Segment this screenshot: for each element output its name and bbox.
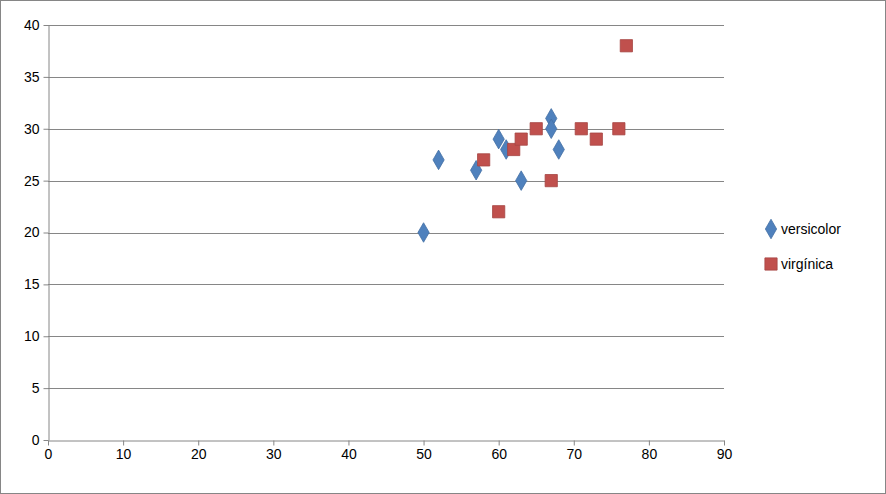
x-tick-mark [424,441,425,446]
x-tick: 50 [416,441,432,463]
y-tick-label: 10 [24,328,40,344]
y-tick-label: 40 [24,17,40,33]
point [613,123,625,135]
y-tick: 5 [32,380,49,396]
chart: 0 10 20 30 40 50 60 70 80 90 0 5 10 15 20 25 30 35 40 versi… [0,0,886,494]
y-tick-mark [44,181,49,182]
y-tick-label: 30 [24,121,40,137]
x-tick-mark [273,441,274,446]
chart-frame [1,1,886,494]
y-tick: 25 [24,173,49,189]
y-tick: 35 [24,69,49,85]
point [515,133,527,145]
x-axis-line [49,441,725,442]
x-tick: 10 [116,441,132,463]
y-tick-mark [44,336,49,337]
x-tick-label: 20 [191,446,207,462]
x-tick-mark [499,441,500,446]
x-tick: 30 [266,441,282,463]
legend-label: versicolor [781,221,841,237]
x-tick-label: 40 [341,446,357,462]
y-tick-mark [44,77,49,78]
y-tick-mark [44,388,49,389]
x-tick-mark [724,441,725,446]
x-tick-mark [649,441,650,446]
grid [48,26,724,389]
x-tick: 40 [341,441,357,463]
x-tick: 60 [491,441,507,463]
y-tick: 0 [32,432,49,448]
x-tick-label: 70 [566,446,582,462]
grid-line [48,25,724,26]
grid-line [48,77,724,78]
grid-line [48,336,724,337]
legend-marker [765,219,776,239]
x-tick-mark [348,441,349,446]
y-tick-label: 15 [24,276,40,292]
x-tick: 20 [191,441,207,463]
y-axis: 0 5 10 15 20 25 30 35 40 [24,17,49,448]
y-tick-label: 5 [32,380,40,396]
point [433,150,444,170]
x-tick-label: 50 [416,446,432,462]
x-axis: 0 10 20 30 40 50 60 70 80 90 [45,441,733,463]
point [493,206,505,218]
point [575,123,587,135]
x-tick-label: 90 [717,446,733,462]
point [530,123,542,135]
x-tick-label: 0 [45,446,53,462]
grid-line [48,284,724,285]
y-tick: 40 [24,17,49,33]
legend-label: virgínica [781,256,833,272]
y-axis-line [49,26,50,441]
y-tick: 10 [24,328,49,344]
grid-line [48,181,724,182]
x-tick-mark [574,441,575,446]
x-tick: 0 [45,441,53,463]
x-tick: 80 [642,441,658,463]
y-tick: 20 [24,224,49,240]
x-tick-label: 80 [642,446,658,462]
y-tick: 30 [24,121,49,137]
y-tick-label: 35 [24,69,40,85]
x-tick-label: 10 [116,446,132,462]
x-tick: 70 [566,441,582,463]
y-tick-label: 20 [24,224,40,240]
y-tick-mark [44,129,49,130]
point [546,119,557,139]
point [553,140,564,160]
x-tick-label: 60 [491,446,507,462]
y-tick-mark [44,25,49,26]
point [516,171,527,191]
y-tick-label: 0 [32,432,40,448]
point [545,175,557,187]
grid-line [48,388,724,389]
y-tick-mark [44,284,49,285]
legend: versicolor virgínica [765,219,841,272]
y-tick: 15 [24,276,49,292]
points [418,40,633,243]
point [478,154,490,166]
point [620,40,632,52]
x-tick: 90 [717,441,733,463]
x-tick-label: 30 [266,446,282,462]
grid-line [48,233,724,234]
point [418,223,429,243]
x-tick-mark [48,441,49,446]
y-tick-mark [44,440,49,441]
point [590,133,602,145]
x-tick-mark [198,441,199,446]
series-1 [478,40,633,218]
y-tick-mark [44,233,49,234]
series-0 [418,109,564,243]
y-tick-label: 25 [24,173,40,189]
x-tick-mark [123,441,124,446]
legend-marker [765,258,777,270]
